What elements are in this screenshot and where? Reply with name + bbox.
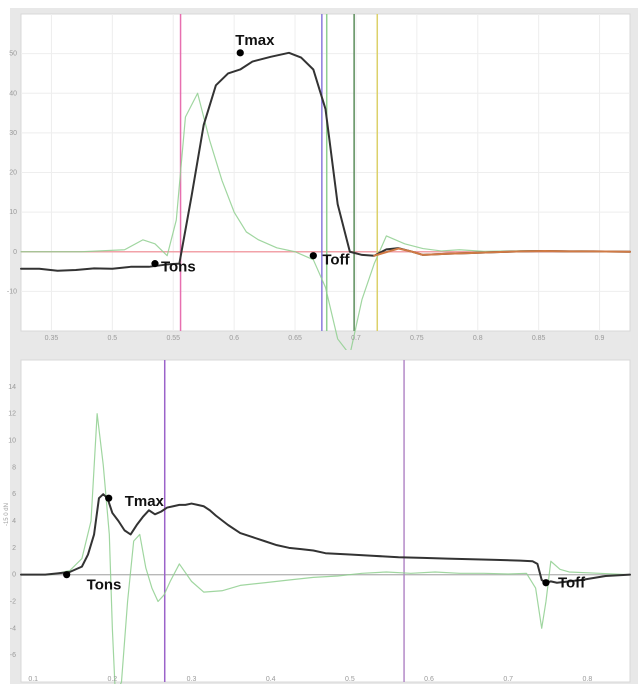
chart-1-x-tick-label-8: 0.85 — [532, 335, 546, 342]
chart-2-y-tick-label-2: 10 — [8, 438, 16, 445]
chart-2-toff-point — [542, 579, 549, 586]
chart-2-y-tick-label-9: -4 — [10, 625, 16, 632]
chart-1-toff-point — [310, 252, 317, 259]
chart-1-x-tick-label-0: 0.35 — [45, 335, 59, 342]
chart-1-y-tick-label-1: 0 — [13, 249, 17, 256]
chart-1-y-tick-label-6: 50 — [9, 51, 17, 58]
chart-1-toff-label: Toff — [322, 252, 350, 269]
chart-2-x-tick-label-4: 0.5 — [345, 676, 355, 683]
chart-2-y-tick-label-1: 12 — [8, 411, 16, 418]
chart-2-toff-label: Toff — [558, 575, 586, 592]
chart-2-y-tick-label-3: 8 — [12, 464, 16, 471]
chart-2-y-tick-label-4: 6 — [12, 491, 16, 498]
chart-2-y-tick-label-6: 2 — [12, 545, 16, 552]
chart-2-x-tick-label-6: 0.7 — [503, 676, 513, 683]
chart-2-y-axis-label: -15 0 dN — [4, 503, 10, 526]
chart-1-x-tick-label-1: 0.5 — [107, 335, 117, 342]
chart-2-x-tick-label-7: 0.8 — [583, 676, 593, 683]
chart-2: 0.1 0.2 0.3 0.4 0.5 0.6 0.7 0.8 14 12 10 8 6 4 2 0 -2 -4 -… — [4, 350, 638, 684]
chart-2-y-tick-label-10: -6 — [10, 652, 16, 659]
chart-2-tmax-point — [105, 495, 112, 502]
chart-2-tons-label: Tons — [87, 577, 122, 594]
chart-1-y-tick-label-5: 40 — [9, 90, 17, 97]
chart-1-x-tick-label-4: 0.65 — [288, 335, 302, 342]
chart-2-x-tick-label-3: 0.4 — [266, 676, 276, 683]
chart-2-y-tick-label-7: 0 — [12, 572, 16, 579]
chart-2-y-tick-label-0: 14 — [8, 384, 16, 391]
chart-2-y-tick-label-8: -2 — [10, 599, 16, 606]
chart-2-y-tick-label-5: 4 — [12, 518, 16, 525]
chart-1-x-tick-label-2: 0.55 — [166, 335, 180, 342]
chart-2-tmax-label: Tmax — [125, 493, 165, 510]
chart-1-x-tick-label-9: 0.9 — [595, 335, 605, 342]
chart-1-x-tick-label-6: 0.75 — [410, 335, 424, 342]
chart-1-y-tick-label-4: 30 — [9, 130, 17, 137]
chart-1: 0.35 0.5 0.55 0.6 0.65 0.7 0.75 0.8 0.85 0.9 -10 0 1… — [7, 8, 638, 355]
chart-1-tmax-point — [237, 49, 244, 56]
chart-2-x-tick-label-5: 0.6 — [424, 676, 434, 683]
chart-2-tons-point — [63, 571, 70, 578]
chart-1-x-tick-label-7: 0.8 — [473, 335, 483, 342]
chart-2-x-tick-label-2: 0.3 — [187, 676, 197, 683]
chart-1-tons-label: Tons — [161, 259, 196, 276]
chart-2-x-tick-label-1: 0.2 — [107, 676, 117, 683]
chart-1-x-tick-label-3: 0.6 — [229, 335, 239, 342]
chart-1-tons-point — [151, 260, 158, 267]
chart-1-y-tick-label-0: -10 — [7, 288, 17, 295]
chart-1-x-tick-label-5: 0.7 — [351, 335, 361, 342]
chart-1-y-tick-label-2: 10 — [9, 209, 17, 216]
chart-2-x-tick-label-0: 0.1 — [28, 676, 38, 683]
chart-1-tmax-label: Tmax — [235, 32, 275, 49]
chart-1-y-tick-label-3: 20 — [9, 170, 17, 177]
